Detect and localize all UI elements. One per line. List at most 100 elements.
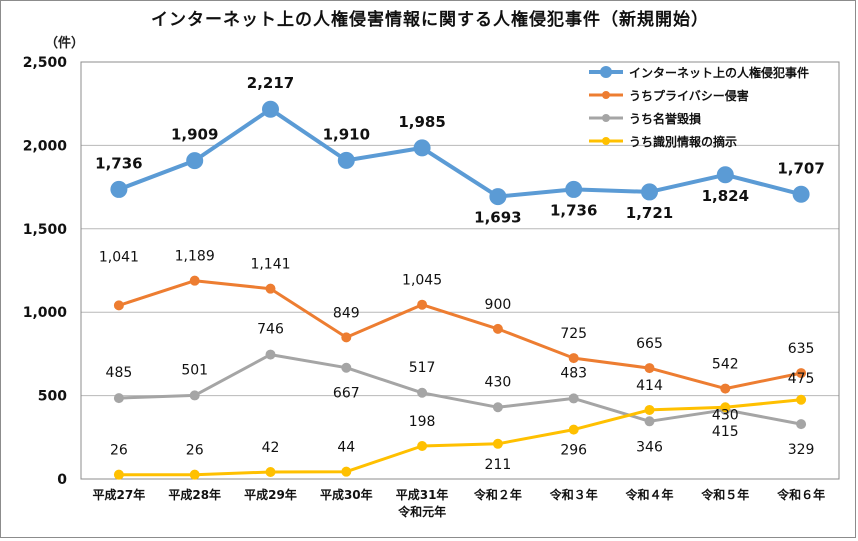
y-axis-unit-label: （件） (45, 36, 85, 51)
data-label: 430 (485, 374, 512, 390)
data-label: 346 (636, 439, 663, 455)
data-label: 329 (788, 442, 815, 458)
legend-label: うち名誉毀損 (629, 111, 702, 126)
x-tick-label: 平成28年 (168, 487, 221, 502)
data-label: 1,141 (250, 257, 290, 273)
series-line (118, 398, 802, 477)
data-label: 475 (788, 371, 815, 387)
data-label: 1,721 (626, 204, 673, 222)
data-point (644, 416, 655, 427)
data-label: 1,189 (175, 249, 215, 265)
data-label: 1,045 (402, 273, 442, 289)
data-point (113, 393, 124, 404)
data-point (341, 362, 352, 373)
data-point (644, 363, 655, 374)
data-point (186, 152, 204, 170)
data-point (341, 332, 352, 343)
data-point (265, 466, 276, 477)
data-point (417, 440, 428, 451)
series-line (118, 353, 802, 426)
data-label: 517 (409, 360, 436, 376)
data-label: 1,736 (95, 154, 142, 172)
data-point (796, 419, 807, 430)
data-point (265, 349, 276, 360)
data-label: 198 (409, 414, 436, 430)
plot-border (80, 61, 840, 480)
legend-label: うちプライバシー侵害 (629, 88, 749, 103)
x-tick-label: 令和元年 (397, 504, 446, 519)
data-point (265, 283, 276, 294)
data-point (492, 438, 503, 449)
y-tick-label: 1,000 (23, 305, 68, 321)
data-point (189, 469, 200, 480)
legend-marker (602, 91, 610, 99)
x-tick-label: 令和２年 (473, 487, 522, 502)
data-point (720, 402, 731, 413)
data-label: 665 (636, 336, 663, 352)
data-point (417, 299, 428, 310)
data-point (189, 275, 200, 286)
data-label: 483 (560, 365, 587, 381)
data-point (489, 188, 507, 206)
data-label: 415 (712, 424, 739, 440)
data-point (492, 323, 503, 334)
data-label: 430 (712, 407, 739, 423)
data-label: 2,217 (247, 74, 294, 92)
data-label: 1,909 (171, 126, 218, 144)
data-point (644, 404, 655, 415)
data-label: 667 (333, 386, 360, 402)
x-tick-label: 令和３年 (549, 487, 598, 502)
data-label: 44 (337, 440, 355, 456)
data-point (568, 424, 579, 435)
data-label: 1,736 (550, 201, 597, 219)
y-tick-label: 1,500 (23, 222, 68, 238)
data-label: 485 (106, 365, 133, 381)
series-line (118, 107, 802, 199)
x-tick-label: 令和６年 (776, 487, 825, 502)
legend-marker (602, 114, 610, 122)
data-label: 746 (257, 322, 284, 338)
data-point (110, 180, 128, 198)
y-tick-label: 500 (38, 389, 67, 405)
data-label: 501 (181, 362, 208, 378)
data-point (262, 100, 279, 118)
data-label: 849 (333, 305, 360, 321)
data-label: 1,707 (777, 159, 824, 177)
data-label: 1,693 (474, 209, 521, 227)
data-label: 296 (560, 443, 587, 459)
y-tick-label: 2,000 (23, 138, 68, 154)
data-point (568, 353, 579, 364)
data-point (792, 185, 810, 203)
data-point (113, 469, 124, 480)
chart-title: インターネット上の人権侵害情報に関する人権侵犯事件（新規開始） (151, 10, 709, 30)
data-point (417, 387, 428, 398)
data-point (189, 390, 200, 401)
data-point (641, 183, 658, 201)
data-point (565, 180, 583, 198)
data-point (796, 394, 807, 405)
data-point (492, 402, 503, 413)
data-label: 1,910 (323, 125, 370, 143)
legend-marker (600, 66, 612, 78)
data-point (341, 466, 352, 477)
data-label: 635 (788, 341, 815, 357)
data-label: 1,041 (99, 249, 139, 265)
data-point (413, 139, 431, 157)
data-point (796, 368, 807, 379)
data-point (720, 383, 731, 394)
data-label: 414 (636, 378, 663, 394)
y-tick-label: 0 (57, 472, 67, 488)
data-point (337, 151, 355, 169)
y-tick-label: 2,500 (23, 55, 68, 71)
x-tick-label: 平成29年 (244, 487, 297, 502)
legend-label: インターネット上の人権侵犯事件 (629, 65, 809, 80)
x-tick-label: 令和５年 (700, 487, 749, 502)
series-line (118, 279, 802, 391)
data-point (568, 393, 579, 404)
legend-marker (602, 137, 610, 145)
x-tick-label: 平成31年 (396, 487, 449, 502)
data-point (716, 166, 734, 184)
x-tick-label: 令和４年 (624, 487, 673, 502)
